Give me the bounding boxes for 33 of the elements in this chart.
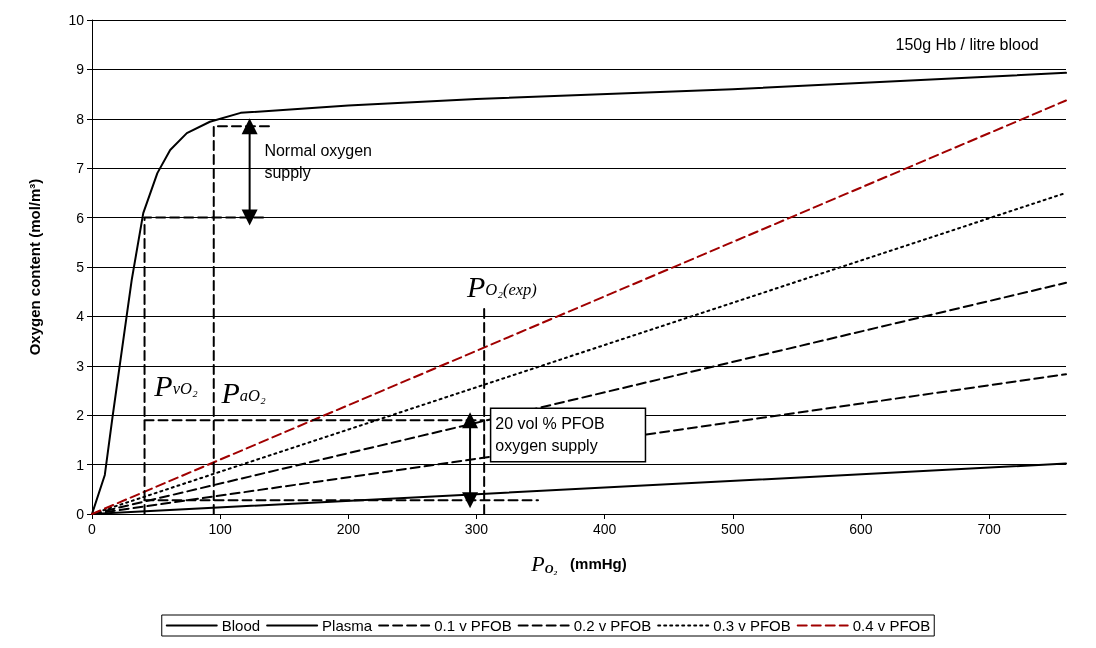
x-tick-label: 100 xyxy=(208,521,233,537)
legend-label: Plasma xyxy=(322,617,373,634)
legend-label: 0.2 v PFOB xyxy=(573,617,652,634)
y-axis-title: Oxygen content (mol/m³) xyxy=(26,178,43,356)
legend-label: 0.1 v PFOB xyxy=(434,617,512,634)
x-tick-label: 0 xyxy=(88,521,97,537)
y-tick-label: 1 xyxy=(76,456,85,473)
annotation: Normal oxygen supply xyxy=(264,142,373,182)
y-tick-label: 0 xyxy=(76,506,85,522)
y-tick-label: 7 xyxy=(76,160,85,177)
annotation: PaO₂ xyxy=(220,376,267,410)
x-tick-label: 500 xyxy=(721,521,745,537)
y-tick-label: 2 xyxy=(76,407,85,424)
y-tick-label: 3 xyxy=(76,357,85,374)
annotation: PO₂(exp) xyxy=(465,270,537,304)
y-tick-label: 5 xyxy=(76,259,85,275)
x-tick-label: 600 xyxy=(849,521,873,537)
legend-label: 0.3 v PFOB xyxy=(713,617,791,634)
legend-label: Blood xyxy=(221,617,261,634)
x-tick-label: 700 xyxy=(977,521,1001,537)
x-tick-label: 300 xyxy=(464,521,489,537)
annotation: PvO₂ xyxy=(153,369,198,403)
y-tick-label: 9 xyxy=(76,61,85,78)
x-tick-label: 400 xyxy=(592,521,617,537)
y-tick-label: 8 xyxy=(76,110,85,127)
annotation: 150g Hb / litre blood xyxy=(895,36,1039,54)
legend-label: 0.4 v PFOB xyxy=(852,617,931,634)
x-axis-title: PO₂ (mmHg) xyxy=(530,551,627,576)
x-tick-label: 200 xyxy=(336,521,361,537)
y-tick-label: 10 xyxy=(68,12,85,28)
y-tick-label: 6 xyxy=(76,209,85,226)
y-tick-label: 4 xyxy=(76,308,85,325)
annotation: 20 vol % PFOB oxygen supply xyxy=(495,415,605,455)
